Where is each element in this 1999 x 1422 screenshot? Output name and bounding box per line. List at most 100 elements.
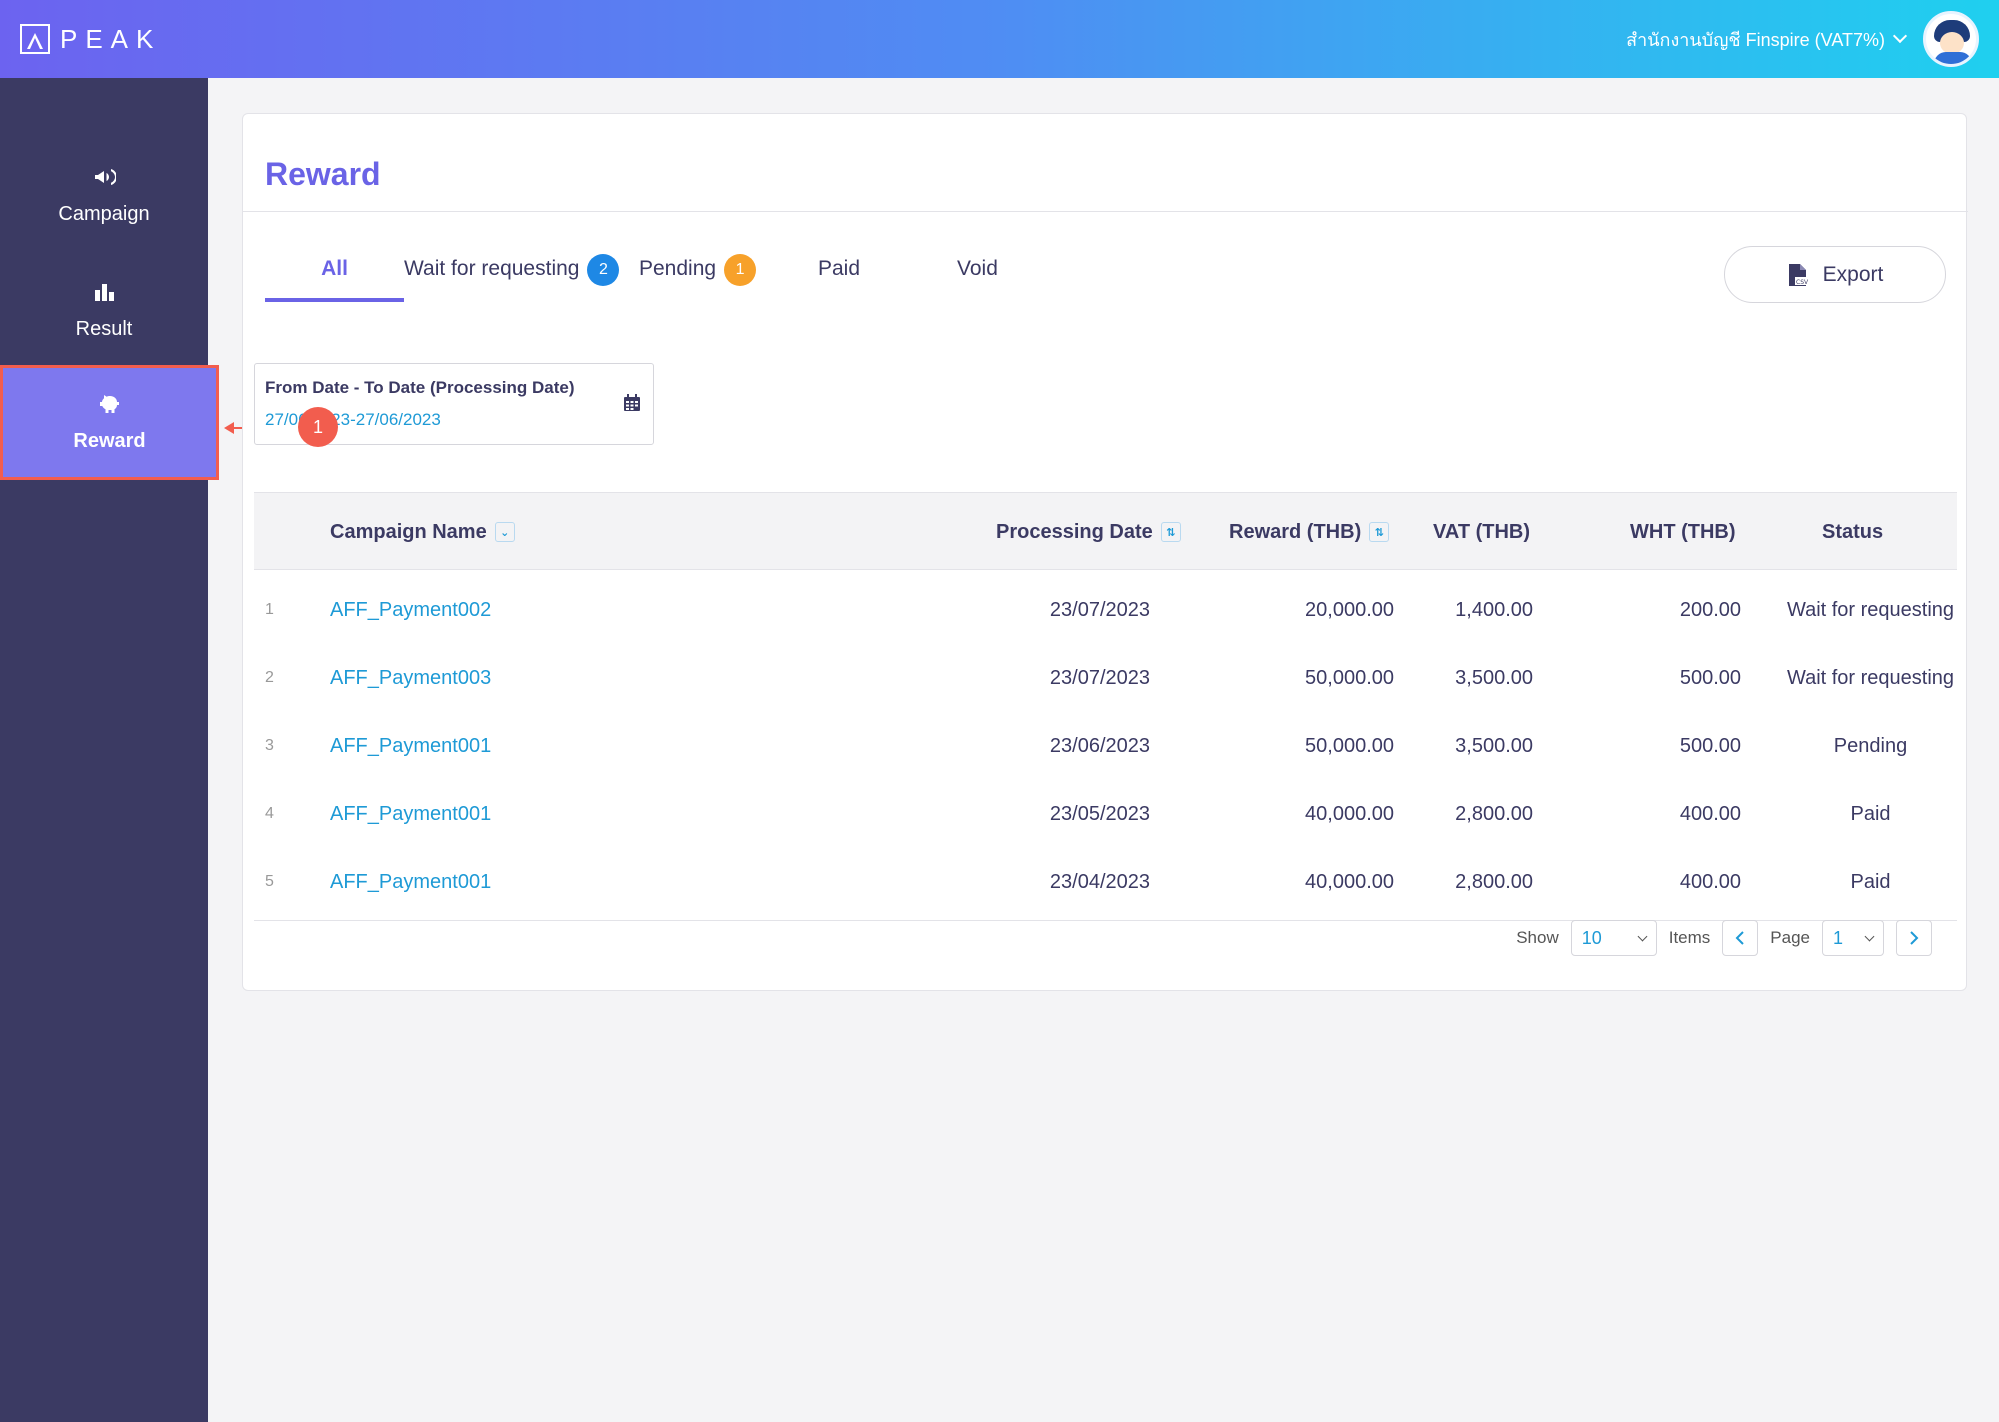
status-text: Paid (1850, 870, 1891, 893)
count-badge: 2 (587, 254, 620, 286)
page-label: Page (1770, 928, 1810, 947)
tab-pending[interactable]: Pending 1 (639, 254, 757, 302)
chevron-right-icon (1910, 931, 1919, 945)
wht-amount: 500.00 (1679, 666, 1741, 689)
processing-date: 23/07/2023 (1049, 666, 1150, 689)
tab-label: Paid (818, 257, 861, 280)
sidebar-item-label: Result (75, 318, 133, 340)
column-processing-date[interactable]: Processing Date ⇅ (996, 493, 1181, 571)
logo-text: PEAK (60, 23, 162, 54)
svg-text:CSV: CSV (1796, 279, 1809, 286)
row-number: 5 (265, 873, 274, 890)
table-body: 1 AFF_Payment002 23/07/2023 20,000.00 1,… (254, 570, 1957, 921)
show-label: Show (1516, 928, 1559, 947)
tab-label: Wait for requesting (404, 257, 580, 280)
title-divider (243, 211, 1968, 212)
table-row: 4 AFF_Payment001 23/05/2023 40,000.00 2,… (254, 780, 1957, 848)
vat-amount: 3,500.00 (1455, 666, 1533, 689)
status-text: Pending (1833, 734, 1908, 757)
tab-label: Void (957, 257, 998, 280)
table-row: 2 AFF_Payment003 23/07/2023 50,000.00 3,… (254, 644, 1957, 712)
wht-amount: 400.00 (1679, 870, 1741, 893)
row-number: 2 (265, 669, 274, 686)
status-text: Wait for requesting (1786, 666, 1955, 689)
sidebar-item-reward[interactable]: Reward (0, 365, 219, 480)
vat-amount: 2,800.00 (1455, 802, 1533, 825)
sidebar-item-label: Reward (73, 430, 146, 452)
status-text: Paid (1850, 802, 1891, 825)
export-button[interactable]: CSV Export (1724, 246, 1946, 303)
top-bar: PEAK สำนักงานบัญชี Finspire (VAT7%) (0, 0, 1999, 78)
chevron-left-icon (1735, 931, 1745, 945)
avatar[interactable] (1923, 11, 1979, 67)
column-status: Status (1822, 520, 1884, 543)
company-name: สำนักงานบัญชี Finspire (VAT7%) (1626, 29, 1885, 50)
bar-chart-icon (95, 284, 114, 301)
wht-amount: 500.00 (1679, 734, 1741, 757)
campaign-link[interactable]: AFF_Payment003 (330, 666, 492, 689)
column-vat: VAT (THB) (1433, 520, 1531, 543)
date-filter-label: From Date - To Date (Processing Date) (265, 378, 575, 397)
campaign-link[interactable]: AFF_Payment001 (330, 802, 492, 825)
piggy-bank-icon (99, 395, 119, 413)
sidebar-item-result[interactable]: Result (0, 253, 208, 368)
reward-table: Campaign Name ⌄ Processing Date ⇅ Reward… (254, 492, 1957, 921)
column-reward[interactable]: Reward (THB) ⇅ (1229, 493, 1390, 571)
column-campaign-name[interactable]: Campaign Name ⌄ (330, 493, 515, 571)
table-row: 3 AFF_Payment001 23/06/2023 50,000.00 3,… (254, 712, 1957, 780)
campaign-link[interactable]: AFF_Payment001 (330, 734, 492, 757)
tab-paid[interactable]: Paid (818, 257, 860, 302)
reward-amount: 50,000.00 (1305, 734, 1394, 757)
vat-amount: 3,500.00 (1455, 734, 1533, 757)
prev-page-button[interactable] (1722, 920, 1759, 956)
chevron-down-icon (1637, 931, 1648, 941)
callout-arrow-icon (224, 422, 234, 434)
sort-icon[interactable]: ⇅ (1160, 522, 1181, 542)
processing-date: 23/05/2023 (1049, 802, 1150, 825)
export-label: Export (1822, 262, 1884, 286)
reward-amount: 40,000.00 (1305, 870, 1394, 893)
row-number: 3 (265, 737, 274, 754)
table-row: 5 AFF_Payment001 23/04/2023 40,000.00 2,… (254, 848, 1957, 916)
table-header: Campaign Name ⌄ Processing Date ⇅ Reward… (254, 492, 1957, 570)
tab-all[interactable]: All (265, 257, 404, 302)
calendar-icon[interactable] (623, 394, 641, 412)
wht-amount: 200.00 (1679, 598, 1741, 621)
count-badge: 1 (724, 254, 757, 286)
page-size-select[interactable]: 10 (1570, 920, 1657, 956)
filter-dropdown-icon[interactable]: ⌄ (494, 522, 515, 542)
vat-amount: 1,400.00 (1455, 598, 1533, 621)
company-selector[interactable]: สำนักงานบัญชี Finspire (VAT7%) (1626, 25, 1908, 54)
tab-wait-for-requesting[interactable]: Wait for requesting 2 (404, 254, 620, 302)
next-page-button[interactable] (1896, 920, 1932, 956)
tab-void[interactable]: Void (957, 257, 998, 302)
page-title: Reward (265, 156, 381, 192)
processing-date: 23/06/2023 (1049, 734, 1150, 757)
csv-file-icon: CSV (1788, 263, 1809, 286)
page-select[interactable]: 1 (1822, 920, 1884, 956)
sidebar: Campaign Result Reward (0, 78, 219, 1422)
processing-date: 23/04/2023 (1049, 870, 1150, 893)
row-number: 1 (265, 601, 274, 618)
reward-amount: 50,000.00 (1305, 666, 1394, 689)
items-label: Items (1668, 928, 1711, 947)
tab-label: Pending (639, 257, 717, 280)
sort-icon[interactable]: ⇅ (1369, 522, 1390, 542)
logo-mark-icon (20, 24, 50, 54)
callout-badge: 1 (298, 407, 338, 447)
sidebar-item-campaign[interactable]: Campaign (0, 138, 208, 253)
campaign-link[interactable]: AFF_Payment002 (330, 598, 492, 621)
column-wht: WHT (THB) (1630, 520, 1736, 543)
wht-amount: 400.00 (1679, 802, 1741, 825)
peak-logo[interactable]: PEAK (20, 24, 161, 55)
reward-amount: 20,000.00 (1305, 598, 1394, 621)
megaphone-icon (95, 169, 116, 185)
table-row: 1 AFF_Payment002 23/07/2023 20,000.00 1,… (254, 576, 1957, 644)
page-size-value: 10 (1581, 927, 1602, 948)
processing-date: 23/07/2023 (1049, 598, 1150, 621)
chevron-down-icon (1864, 931, 1875, 941)
campaign-link[interactable]: AFF_Payment001 (330, 870, 492, 893)
tab-label: All (321, 257, 348, 280)
status-text: Wait for requesting (1786, 598, 1955, 621)
vat-amount: 2,800.00 (1455, 870, 1533, 893)
